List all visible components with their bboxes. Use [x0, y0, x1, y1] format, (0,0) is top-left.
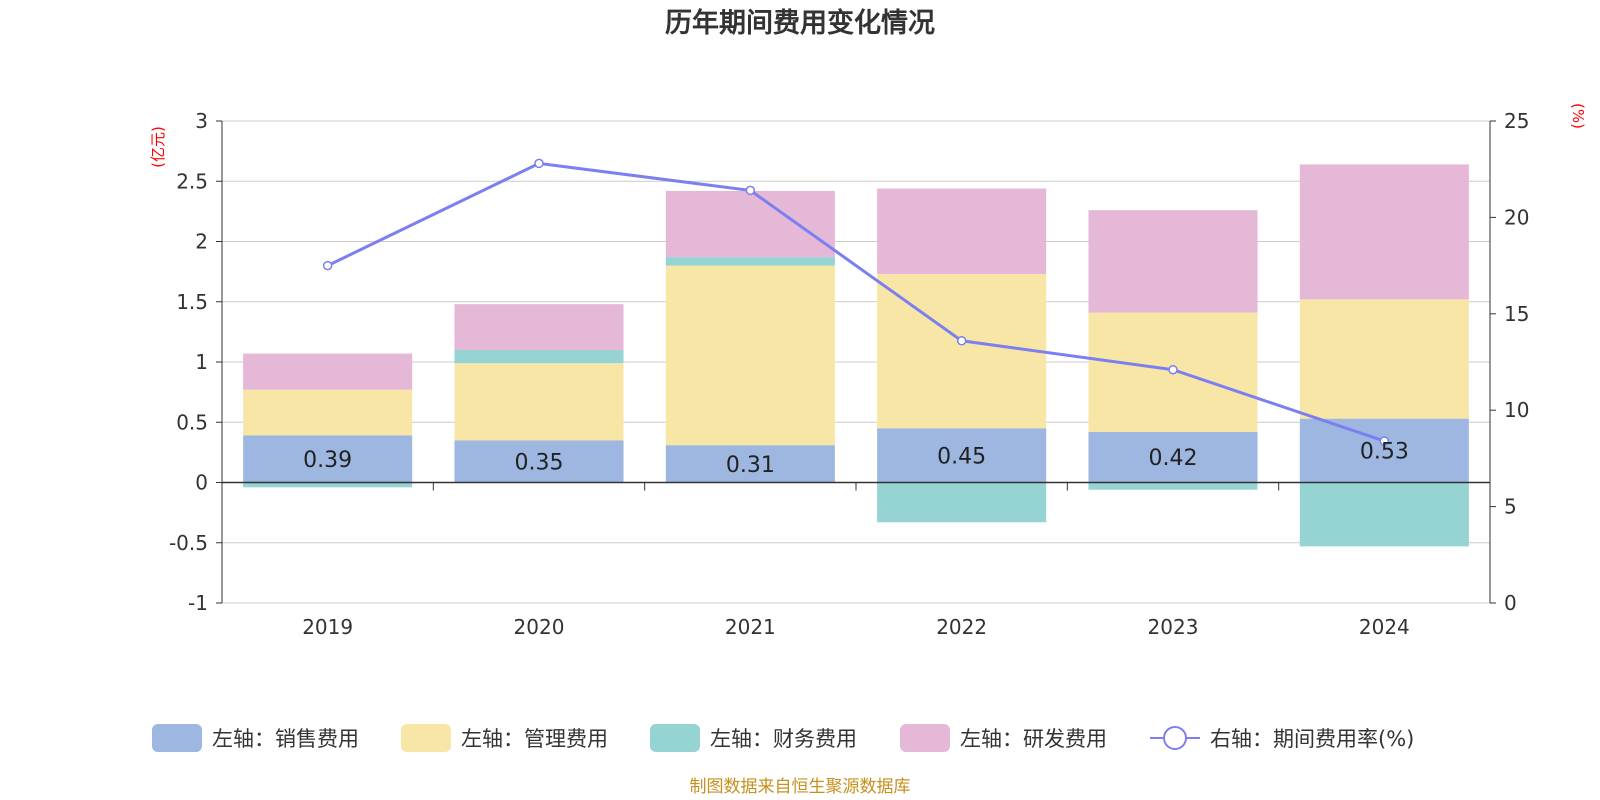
x-tick-label: 2019 — [302, 615, 353, 639]
rate-point — [1379, 436, 1390, 446]
legend: 左轴：销售费用 左轴：管理费用 左轴：财务费用 左轴：研发费用 右轴：期间费用率(%) — [152, 724, 1414, 752]
data-label: 0.35 — [515, 450, 564, 475]
data-label: 0.42 — [1149, 446, 1198, 471]
rate-line — [322, 158, 1390, 446]
bar-segment — [877, 188, 1047, 275]
right-tick-label: 5 — [1504, 495, 1517, 519]
legend-label: 左轴：销售费用 — [212, 727, 359, 751]
left-tick-label: 0 — [195, 471, 208, 495]
legend-label: 右轴：期间费用率(%) — [1210, 727, 1414, 751]
left-tick-label: 2 — [195, 230, 208, 254]
data-label: 0.31 — [726, 453, 775, 478]
bar-segment — [665, 265, 835, 446]
bar-segment — [1299, 164, 1469, 300]
bar-segment — [243, 482, 413, 488]
left-tick-label: 1.5 — [176, 290, 208, 314]
rate-point — [1168, 364, 1178, 375]
bar-segment — [1088, 431, 1258, 483]
legend-label: 左轴：研发费用 — [960, 727, 1107, 751]
right-tick-label: 0 — [1504, 591, 1517, 615]
bar-segment — [1299, 482, 1469, 547]
bar-segment — [1088, 482, 1258, 490]
x-tick-label: 2021 — [725, 615, 776, 639]
bar-segment — [665, 257, 835, 266]
bar-segment — [1299, 418, 1469, 483]
data-label: 0.45 — [937, 444, 986, 469]
bar-segment — [454, 440, 624, 483]
rate-point — [534, 158, 544, 169]
legend-label: 左轴：财务费用 — [710, 727, 857, 751]
left-axis-unit: (亿元) — [149, 126, 167, 168]
axes: -1 -0.5 0 0.5 1 1.5 2 2.5 3 0 5 10 15 20 25 2019 2020 202… — [169, 109, 1529, 639]
right-tick-label: 25 — [1504, 109, 1529, 133]
bar-segment — [454, 304, 624, 350]
bar-segment — [665, 445, 835, 483]
legend-line-marker — [1163, 726, 1187, 750]
bar-segment — [243, 353, 413, 390]
source-note: 制图数据来自恒生聚源数据库 — [690, 777, 911, 797]
left-tick-label: 2.5 — [176, 169, 208, 193]
rate-point — [956, 336, 967, 346]
right-tick-label: 20 — [1504, 205, 1529, 229]
rate-point — [322, 260, 333, 271]
bar-segment — [243, 435, 413, 483]
bar-segment — [665, 190, 835, 258]
x-tick-label: 2022 — [936, 615, 987, 639]
legend-swatch — [650, 724, 700, 752]
right-tick-label: 15 — [1504, 302, 1529, 326]
data-label: 0.53 — [1360, 440, 1409, 465]
rate-point — [745, 185, 756, 196]
left-tick-label: 0.5 — [176, 410, 208, 434]
right-tick-label: 10 — [1504, 398, 1529, 422]
bar-segment — [877, 482, 1047, 523]
bar-segment — [877, 428, 1047, 483]
left-tick-label: 1 — [195, 350, 208, 374]
bar-segment — [1088, 210, 1258, 313]
x-tick-label: 2020 — [514, 615, 565, 639]
left-tick-label: -0.5 — [169, 531, 208, 555]
left-tick-label: -1 — [188, 591, 208, 615]
data-labels: 0.39 0.35 0.31 0.45 0.42 0.53 — [303, 440, 1409, 478]
right-axis-unit: (%) — [1569, 103, 1587, 129]
rate-line-path — [327, 161, 1385, 443]
left-tick-label: 3 — [195, 109, 208, 133]
data-label: 0.39 — [303, 448, 352, 473]
bar-segment — [454, 363, 624, 441]
legend-swatch — [401, 724, 451, 752]
bars — [243, 164, 1469, 547]
legend-label: 左轴：管理费用 — [461, 727, 608, 751]
legend-swatch — [152, 724, 202, 752]
chart-title: 历年期间费用变化情况 — [665, 7, 935, 39]
bar-segment — [243, 389, 413, 436]
bar-segment — [1299, 299, 1469, 419]
bar-segment — [454, 349, 624, 364]
x-tick-label: 2024 — [1359, 615, 1410, 639]
x-tick-label: 2023 — [1148, 615, 1199, 639]
legend-swatch — [900, 724, 950, 752]
